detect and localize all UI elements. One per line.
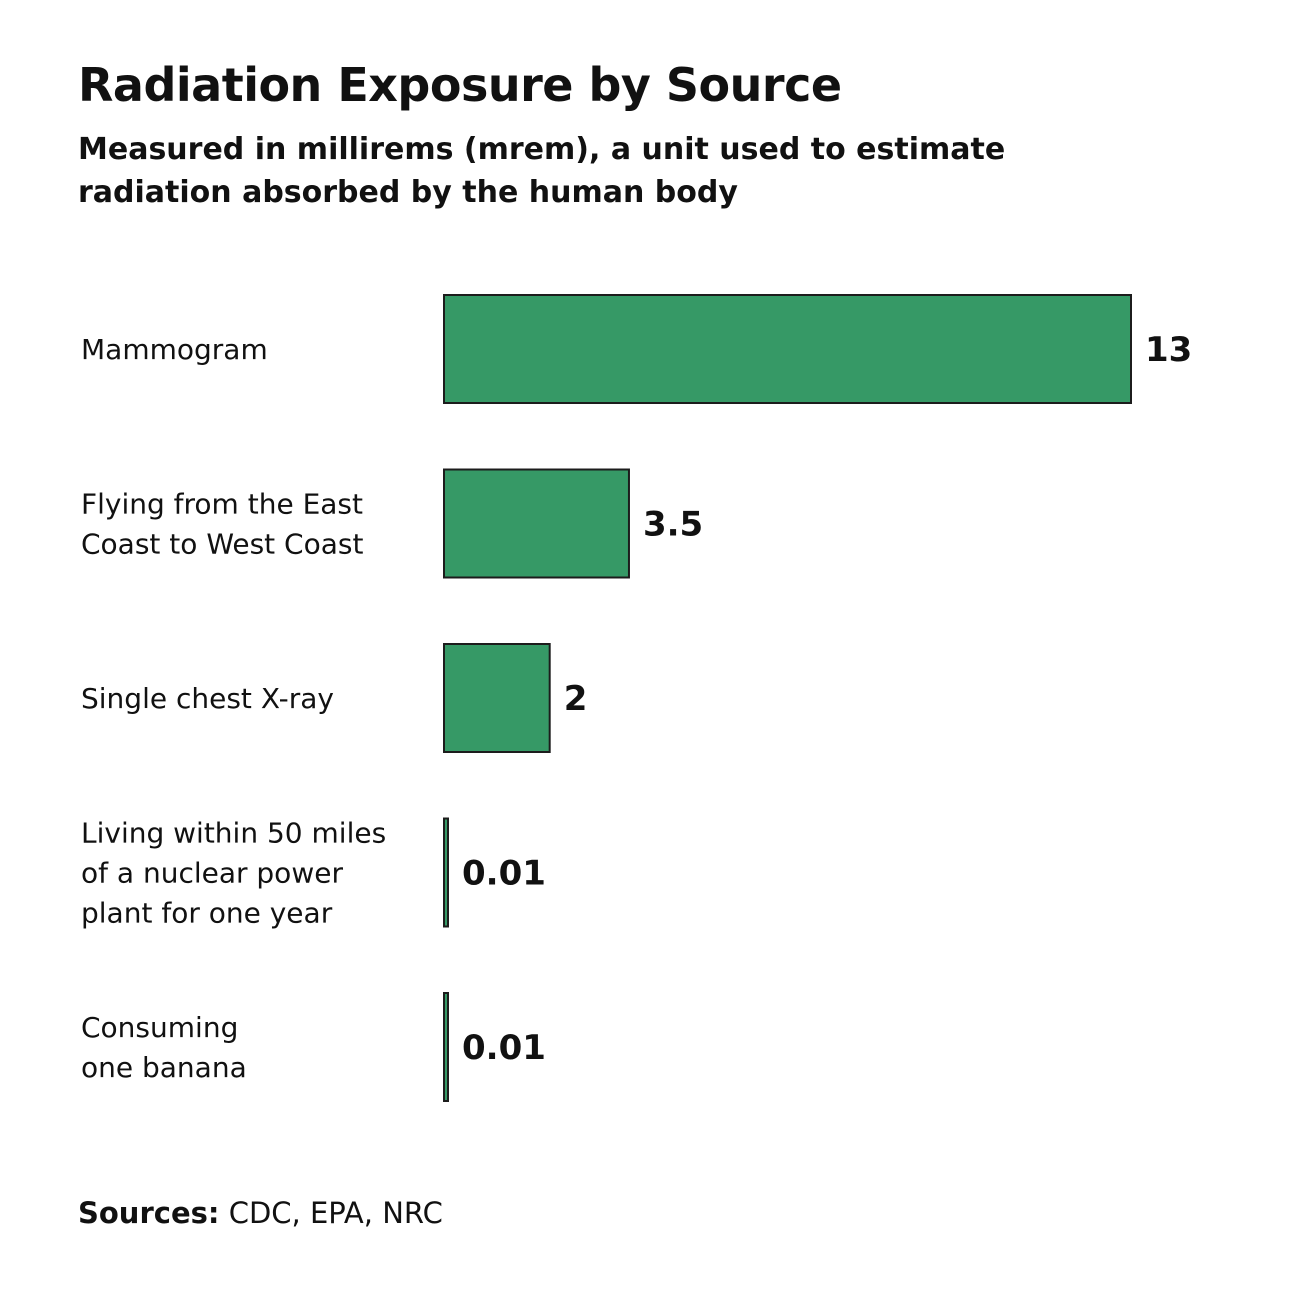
- data-label: 3.5: [643, 505, 703, 545]
- chart-subtitle: Measured in millirems (mrem), a unit use…: [78, 132, 1006, 210]
- category-label-line: Living within 50 miles: [81, 817, 386, 850]
- category-label-line: plant for one year: [81, 897, 333, 930]
- data-label: 0.01: [462, 854, 546, 894]
- category-label-line: of a nuclear power: [81, 857, 343, 890]
- data-label: 2: [564, 679, 588, 719]
- category-label-line: Single chest X-ray: [81, 682, 334, 715]
- sources-note: Sources: CDC, EPA, NRC: [78, 1196, 443, 1230]
- data-label: 0.01: [462, 1028, 546, 1068]
- bar-chart: 13 Mammogram 3.5 Flying from the East Coast …: [81, 294, 1192, 1102]
- bar: [443, 294, 1132, 404]
- category-label: Mammogram: [81, 333, 268, 366]
- category-label: Single chest X-ray: [81, 682, 334, 715]
- bar: [443, 643, 551, 753]
- category-label: Living within 50 miles of a nuclear power…: [81, 817, 386, 930]
- category-label-line: Mammogram: [81, 333, 268, 366]
- data-label: 13: [1145, 330, 1192, 370]
- category-label-line: one banana: [81, 1051, 247, 1084]
- category-label-line: Consuming: [81, 1011, 238, 1044]
- category-label: Flying from the East Coast to West Coast: [81, 488, 363, 561]
- category-label-line: Flying from the East: [81, 488, 363, 521]
- category-label-line: Coast to West Coast: [81, 528, 363, 561]
- bar: [443, 817, 449, 928]
- sources-text: CDC, EPA, NRC: [219, 1196, 443, 1230]
- chart-title: Radiation Exposure by Source: [78, 58, 842, 112]
- sources-label: Sources:: [78, 1196, 220, 1230]
- bar: [443, 992, 449, 1102]
- bar: [443, 468, 630, 579]
- category-label: Consuming one banana: [81, 1011, 247, 1084]
